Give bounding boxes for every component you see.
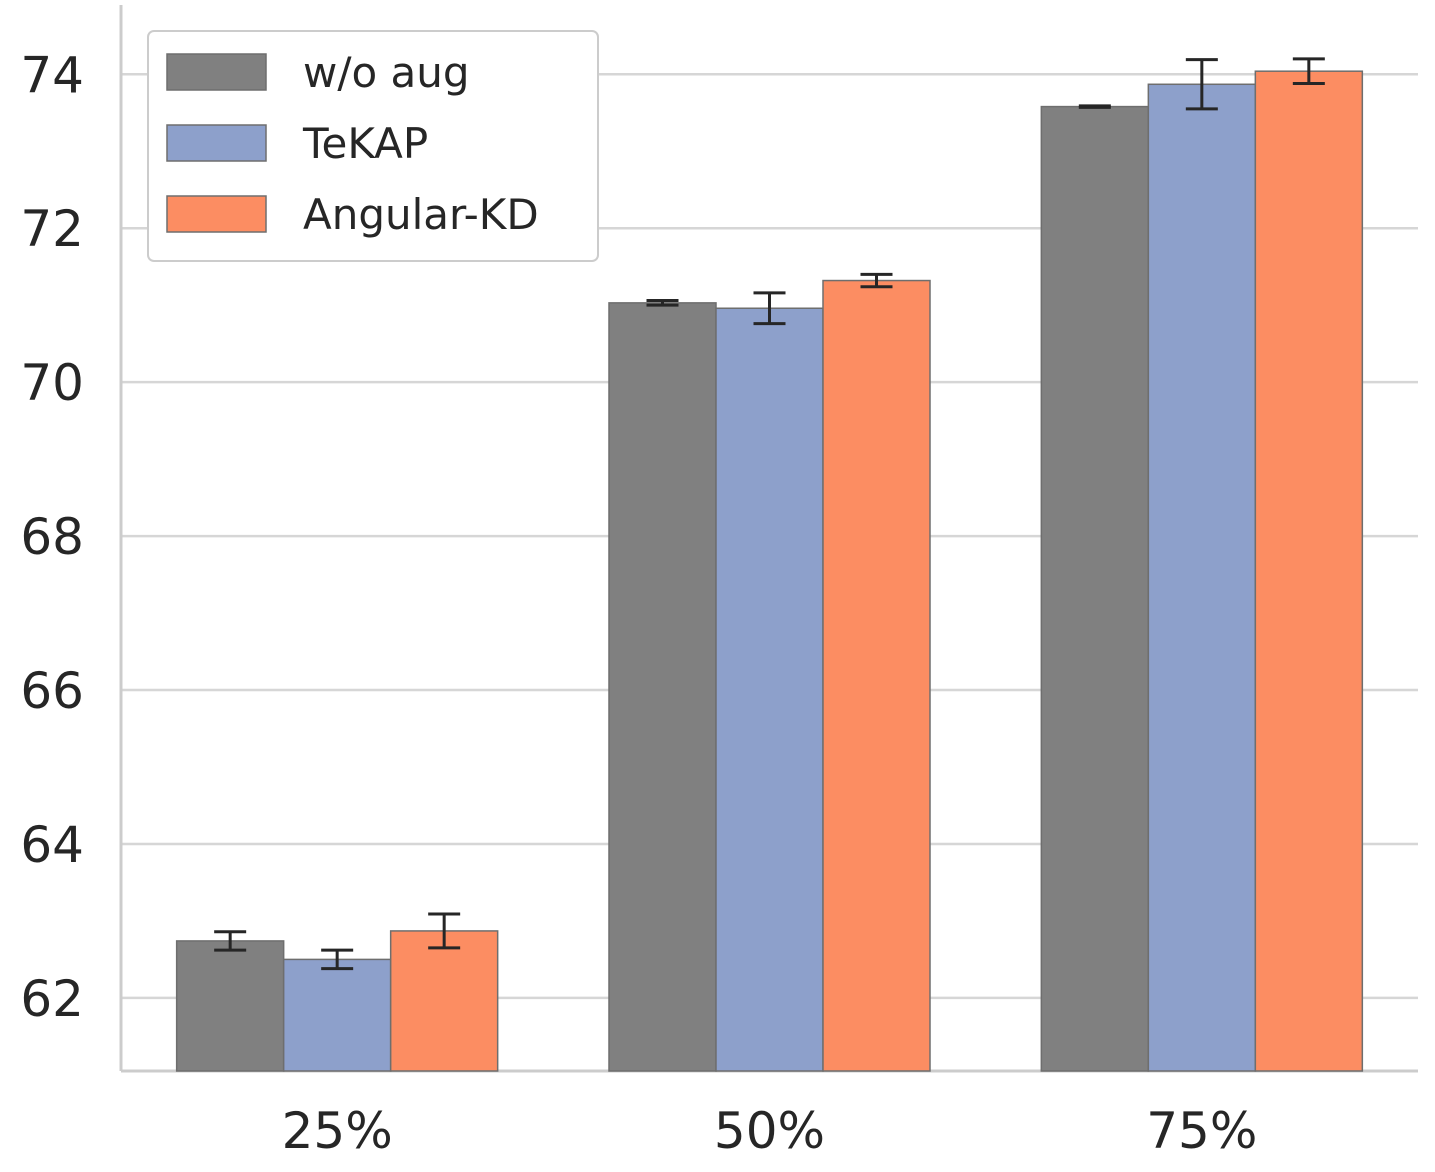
x-tick-label-50: 50% [714, 1102, 825, 1160]
bar-angular-kd-25 [389, 930, 499, 1072]
bar-tekap-25 [282, 958, 392, 1072]
error-bar-tekap-50 [753, 291, 786, 326]
y-tick-label-74: 74 [20, 46, 84, 104]
y-tick-label-66: 66 [20, 662, 84, 720]
error-bar-angular-kd-25 [428, 912, 461, 950]
bar-tekap-75 [1147, 83, 1257, 1072]
y-tick-label-70: 70 [20, 354, 84, 412]
legend-label-tekap: TeKAP [302, 119, 428, 168]
y-tick-label-62: 62 [20, 970, 84, 1028]
error-bar-tekap-25 [321, 948, 354, 971]
bar-angular-kd-75 [1254, 70, 1364, 1072]
bar-w-o-aug-50 [608, 302, 717, 1072]
y-tick-label-64: 64 [20, 816, 84, 874]
y-tick-label-72: 72 [20, 200, 84, 258]
bars [175, 70, 1364, 1072]
error-bar-w-o-aug-75 [1078, 104, 1111, 109]
legend-label-w-o-aug: w/o aug [303, 48, 470, 97]
legend-swatch-angular-kd [166, 195, 267, 233]
legend-label-angular-kd: Angular-KD [303, 190, 539, 239]
x-tick-label-25: 25% [282, 1102, 393, 1160]
legend: w/o aug TeKAP Angular-KD [147, 30, 599, 262]
bar-w-o-aug-75 [1040, 105, 1150, 1072]
error-bar-w-o-aug-25 [214, 930, 247, 952]
legend-swatch-tekap [166, 124, 267, 162]
y-tick-labels: 62 64 66 68 70 72 74 [20, 46, 84, 1028]
x-tick-labels: 25% 50% 75% [282, 1102, 1258, 1160]
y-tick-label-68: 68 [20, 508, 84, 566]
error-bars [214, 57, 1325, 971]
error-bar-angular-kd-75 [1292, 57, 1325, 86]
bar-tekap-50 [715, 307, 824, 1072]
error-bar-tekap-75 [1185, 58, 1218, 111]
x-tick-label-75: 75% [1146, 1102, 1257, 1160]
error-bar-w-o-aug-50 [646, 299, 679, 307]
bar-angular-kd-50 [822, 279, 931, 1072]
bar-w-o-aug-25 [175, 940, 285, 1072]
error-bar-angular-kd-50 [860, 272, 893, 289]
legend-swatch-w-o-aug [166, 53, 267, 91]
